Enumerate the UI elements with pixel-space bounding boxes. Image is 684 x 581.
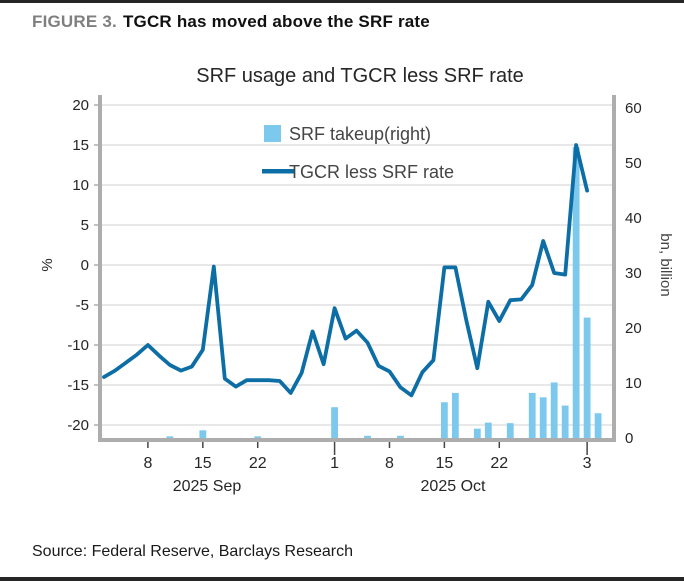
source-line: Source: Federal Reserve, Barclays Resear… [32,543,354,560]
month-label-oct: 2025 Oct [421,478,486,495]
tgcr-line-series [102,143,589,398]
bottom-rule [0,577,684,581]
left-tick-label: 15 [72,137,89,154]
right-tick-label: 0 [625,430,633,447]
x-tick-label: 22 [490,455,508,472]
srf-takeup-bar [528,392,536,438]
srf-takeup-legend-label: SRF takeup(right) [289,124,431,144]
left-tick-label: 20 [72,97,89,114]
x-tick-label: 8 [143,455,152,472]
srf-takeup-bar [364,435,371,438]
left-tick-label: 5 [81,217,89,234]
x-tick-label: 15 [194,455,212,472]
srf-takeup-bars [166,147,602,439]
left-tick-label: 10 [72,177,89,194]
left-tick-label: -15 [67,377,89,394]
figure-header: FIGURE 3. TGCR has moved above the SRF ra… [32,12,430,32]
srf-takeup-bar [166,436,174,438]
srf-takeup-bar [594,413,602,438]
figure-headline: TGCR has moved above the SRF rate [122,12,430,31]
x-tick-label: 3 [583,455,592,472]
right-tick-label: 40 [625,210,642,227]
figure-number-label: FIGURE 3. [32,12,117,31]
top-rule [0,0,684,3]
left-tick-label: -5 [76,297,89,314]
srf-takeup-legend-swatch [264,125,281,142]
right-axis-label: bn, billion [657,233,674,296]
srf-takeup-bar [254,436,262,438]
x-tick-label: 1 [330,455,339,472]
srf-takeup-bar [473,428,481,438]
x-tick-label: 8 [385,455,394,472]
srf-takeup-bar [506,423,514,438]
srf-takeup-bar [583,317,591,438]
right-tick-label: 50 [625,155,642,172]
left-tick-label: 0 [81,257,89,274]
srf-takeup-bar [451,392,459,438]
srf-takeup-bar [572,147,580,439]
srf-takeup-bar [550,382,558,438]
left-axis-label: % [39,258,56,271]
right-tick-label: 20 [625,320,642,337]
month-label-sep: 2025 Sep [173,478,242,495]
legend: SRF takeup(right) TGCR less SRF rate [262,124,454,182]
x-tick-label: 22 [249,455,267,472]
x-tick-label: 15 [435,455,453,472]
tgcr-legend-label: TGCR less SRF rate [289,162,454,182]
tgcr-less-srf-line [102,143,589,398]
right-tick-label: 30 [625,265,642,282]
srf-takeup-bar [397,435,404,438]
srf-takeup-bar [199,430,207,438]
tgcr-legend-swatch [262,169,295,174]
right-tick-label: 10 [625,375,642,392]
chart-title: SRF usage and TGCR less SRF rate [196,65,524,87]
srf-takeup-bar [561,405,569,438]
gridlines [102,104,612,426]
srf-takeup-bar [440,402,448,438]
left-tick-label: -10 [67,337,89,354]
srf-takeup-bar [539,397,547,438]
chart-area: 20 15 10 5 0 -5 -10 -15 -20 60 50 40 30 20 10 0 8 15 22 1 8 1… [0,40,684,545]
srf-takeup-bar [331,407,338,438]
left-tick-label: -20 [67,417,89,434]
srf-takeup-bar [484,422,492,438]
right-tick-label: 60 [625,100,642,117]
